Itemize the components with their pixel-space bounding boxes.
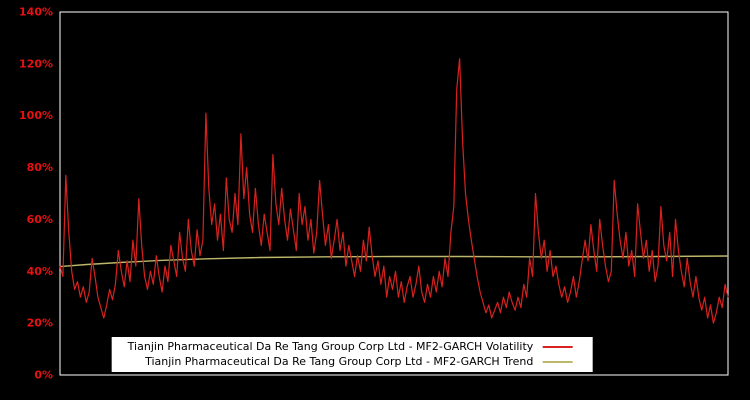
y-axis-tick-label: 140% xyxy=(19,6,53,19)
y-axis-tick-label: 80% xyxy=(27,161,53,174)
legend-volatility-label: Tianjin Pharmaceutical Da Re Tang Group … xyxy=(127,340,534,353)
y-axis-tick-label: 60% xyxy=(27,213,53,226)
legend-trend-line-sample xyxy=(542,360,573,363)
plot-frame xyxy=(59,11,729,376)
y-axis-tick-label: 40% xyxy=(27,265,53,278)
legend-trend-label: Tianjin Pharmaceutical Da Re Tang Group … xyxy=(145,355,534,368)
chart-legend: Tianjin Pharmaceutical Da Re Tang Group … xyxy=(111,337,593,372)
y-axis-tick-label: 0% xyxy=(34,369,53,382)
y-axis-tick-label: 120% xyxy=(19,57,53,70)
legend-volatility-line-sample xyxy=(542,345,573,348)
y-axis-tick-label: 100% xyxy=(19,109,53,122)
y-axis-tick-label: 20% xyxy=(27,317,53,330)
volatility-line xyxy=(59,58,729,324)
